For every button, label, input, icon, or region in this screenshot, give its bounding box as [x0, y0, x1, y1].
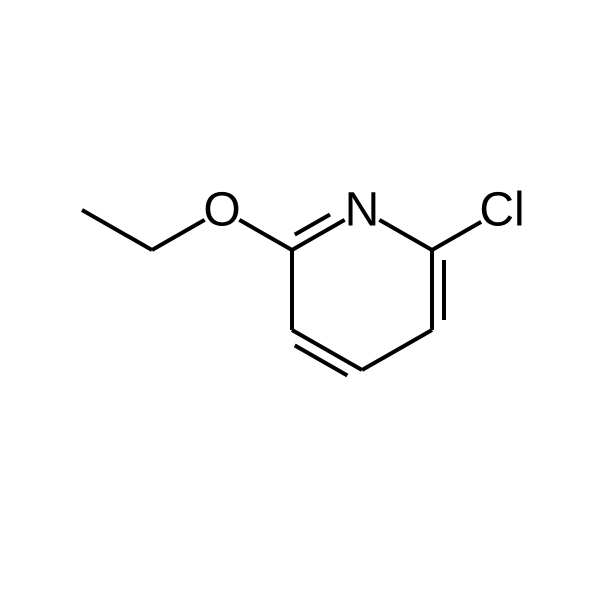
atom-label-cl: Cl — [479, 184, 524, 237]
atom-label-o: O — [203, 184, 240, 237]
molecule-canvas: O N Cl — [0, 0, 600, 600]
bond-R5-N — [379, 220, 432, 250]
bond-R5-Cl — [432, 222, 481, 250]
bond-R3-R4 — [362, 330, 432, 370]
bond-O-R1 — [239, 220, 292, 250]
atom-label-n: N — [345, 184, 380, 237]
bond-C2-O — [152, 220, 205, 250]
bond-layer — [82, 210, 481, 375]
bond-N-R1 — [292, 220, 345, 250]
bond-R2-R3-inner — [295, 345, 348, 375]
bond-C1-C2 — [82, 210, 152, 250]
